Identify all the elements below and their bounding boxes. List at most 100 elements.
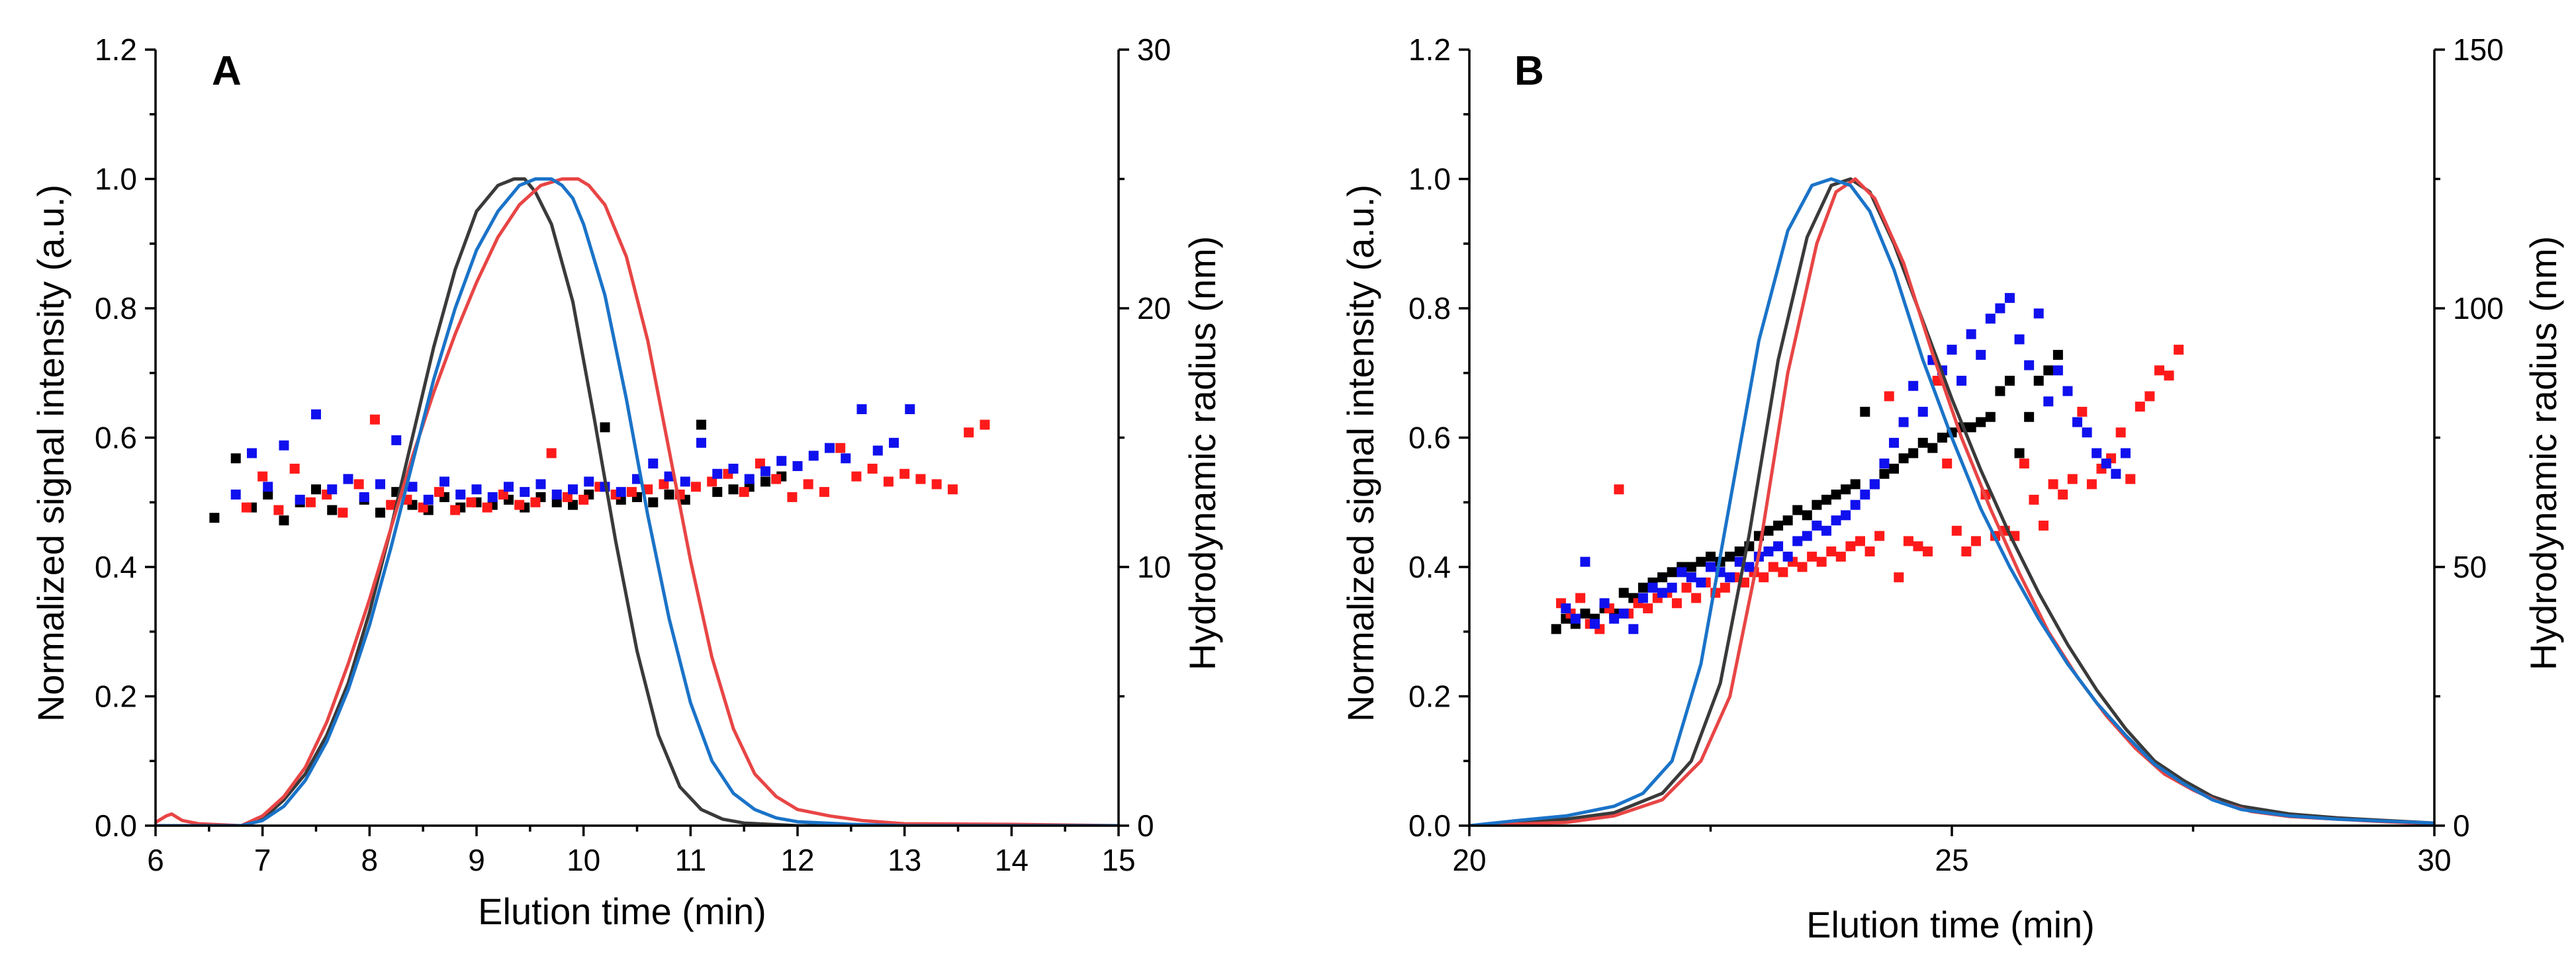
x-tick-label-b: 25 — [1935, 843, 1968, 877]
marker-blue-markers-b — [2082, 427, 2092, 438]
marker-red-markers-b — [1671, 598, 1682, 609]
marker-blue-markers-b — [2052, 365, 2063, 376]
marker-red-markers-b — [1942, 458, 1953, 469]
marker-red-markers-a — [964, 427, 974, 438]
curve-blue-b — [1469, 177, 2434, 826]
marker-black-markers-b — [1850, 479, 1861, 490]
marker-blue-markers-b — [1696, 577, 1706, 587]
marker-blue-markers-a — [471, 484, 482, 495]
curve-red-b — [1469, 177, 2434, 826]
y-tick-label-a: 0.2 — [95, 679, 137, 714]
marker-blue-markers-b — [1917, 406, 1928, 417]
panel-label-a: A — [212, 48, 242, 94]
marker-red-markers-a — [659, 479, 669, 490]
marker-red-markers-a — [514, 499, 525, 510]
marker-blue-markers-a — [696, 437, 706, 448]
marker-blue-markers-a — [841, 453, 851, 464]
marker-blue-markers-a — [535, 479, 546, 490]
marker-red-markers-b — [2067, 474, 2078, 484]
marker-black-markers-b — [2043, 365, 2054, 376]
marker-red-markers-b — [1614, 484, 1624, 495]
y2-tick-label-a: 30 — [1137, 32, 1171, 67]
marker-blue-markers-b — [1850, 499, 1861, 510]
marker-red-markers-a — [562, 492, 573, 502]
marker-red-markers-b — [2019, 458, 2029, 469]
marker-black-markers-a — [311, 484, 321, 495]
marker-black-markers-b — [1831, 490, 1841, 500]
axes-a: 6 7 8 9 10 11 12 13 14 15 0.0 0.2 0.4 0.6 0.8 1.0 1.2 0 10… — [95, 32, 1171, 877]
marker-red-markers-b — [1845, 541, 1856, 552]
marker-red-markers-b — [2029, 494, 2039, 505]
marker-red-markers-a — [386, 499, 396, 510]
marker-blue-markers-a — [776, 456, 787, 466]
curve-black-a — [156, 177, 1119, 826]
marker-black-markers-a — [760, 476, 770, 487]
y-tick-label-b: 0.0 — [1408, 808, 1451, 843]
marker-black-markers-a — [648, 497, 659, 507]
curve-red-a — [156, 177, 1119, 826]
x-tick-label-a: 8 — [361, 843, 379, 877]
marker-black-markers-a — [375, 507, 385, 518]
marker-blue-markers-b — [1744, 562, 1755, 572]
marker-black-markers-b — [1889, 463, 1900, 474]
marker-red-markers-b — [1903, 536, 1913, 546]
marker-black-markers-a — [664, 490, 674, 500]
marker-black-markers-b — [1879, 468, 1890, 479]
y-tick-label-b: 1.0 — [1408, 162, 1451, 196]
marker-blue-markers-a — [487, 492, 498, 502]
marker-blue-markers-b — [2004, 292, 2015, 303]
y-tick-label-a: 0.4 — [95, 550, 137, 584]
y-tick-label-a: 0.6 — [95, 421, 137, 455]
marker-blue-markers-b — [1667, 582, 1677, 593]
marker-black-markers-b — [1706, 551, 1716, 562]
marker-red-markers-b — [1807, 551, 1817, 562]
marker-red-markers-a — [643, 484, 653, 495]
marker-black-markers-a — [230, 453, 241, 464]
y-tick-label-b: 0.8 — [1408, 291, 1451, 325]
y2-tick-label-b: 0 — [2453, 808, 2470, 843]
marker-blue-markers-b — [1647, 582, 1658, 593]
marker-blue-markers-a — [792, 461, 803, 472]
marker-red-markers-a — [418, 502, 428, 513]
marker-blue-markers-b — [1879, 458, 1890, 469]
marker-red-markers-b — [2058, 490, 2068, 500]
marker-blue-markers-b — [1792, 536, 1803, 546]
marker-red-markers-a — [739, 487, 749, 498]
y-tick-label-b: 0.6 — [1408, 421, 1451, 455]
marker-red-markers-b — [1759, 572, 1769, 583]
marker-black-markers-b — [2024, 412, 2035, 422]
marker-black-markers-a — [696, 419, 706, 430]
marker-blue-markers-b — [1637, 593, 1648, 603]
marker-blue-markers-a — [263, 482, 273, 492]
curve-blue-a — [156, 177, 1119, 826]
marker-red-markers-a — [626, 487, 637, 498]
marker-red-markers-a — [241, 502, 252, 513]
marker-black-markers-b — [1725, 551, 1735, 562]
marker-blue-markers-b — [2072, 417, 2083, 427]
marker-black-markers-a — [279, 515, 289, 526]
plot-area-b — [1469, 177, 2434, 826]
marker-black-markers-a — [728, 484, 739, 495]
marker-blue-markers-a — [407, 482, 418, 492]
marker-red-markers-b — [2144, 391, 2155, 402]
marker-red-markers-b — [2125, 474, 2136, 484]
marker-blue-markers-b — [2120, 448, 2131, 458]
marker-red-markers-a — [530, 497, 541, 507]
marker-red-markers-a — [257, 471, 268, 482]
marker-red-markers-a — [787, 492, 798, 502]
marker-blue-markers-b — [2092, 448, 2102, 458]
y-axis-title-b: Normalized signal intensity (a.u.) — [1340, 185, 1381, 722]
marker-blue-markers-a — [343, 474, 353, 484]
marker-blue-markers-a — [375, 479, 385, 490]
marker-red-markers-a — [835, 443, 846, 453]
marker-blue-markers-a — [616, 487, 626, 498]
marker-red-markers-b — [2039, 520, 2049, 531]
marker-blue-markers-b — [1976, 349, 1986, 360]
marker-blue-markers-b — [1947, 345, 1957, 355]
marker-black-markers-b — [1637, 582, 1648, 593]
y-tick-label-b: 0.2 — [1408, 679, 1451, 714]
x-tick-label-a: 11 — [674, 843, 706, 877]
marker-red-markers-b — [1826, 546, 1837, 557]
marker-red-markers-a — [498, 490, 508, 500]
marker-blue-markers-a — [279, 440, 289, 451]
